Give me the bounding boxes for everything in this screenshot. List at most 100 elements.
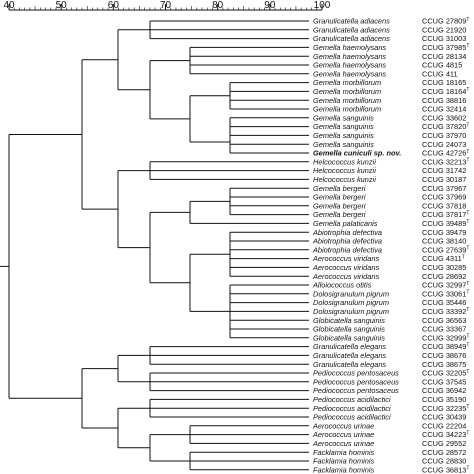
leaf-strain: CCUG 29552 <box>422 439 466 448</box>
leaf-strain: CCUG 32999T <box>422 333 469 342</box>
leaf-taxon: Dolosigranulum pigrum <box>313 298 389 307</box>
leaf-strain: CCUG 32997T <box>422 281 469 290</box>
leaf-taxon: Pediococcus pentosaceus <box>313 369 399 378</box>
leaf-strain: CCUG 32213T <box>422 157 469 166</box>
leaf-taxon: Gemella haemolysans <box>313 61 386 70</box>
leaf-strain: CCUG 35190 <box>422 395 466 404</box>
leaf-strain: CCUG 38675 <box>422 360 466 369</box>
scale-tick-label: 50 <box>56 0 68 11</box>
leaf-strain: CCUG 30285 <box>422 263 466 272</box>
leaf-taxon: Globicatella sanguinis <box>313 333 385 342</box>
leaf-strain: CCUG 38676 <box>422 351 466 360</box>
leaf-strain: CCUG 37967 <box>422 184 466 193</box>
leaf-taxon: Aerococcus urinae <box>312 439 374 448</box>
scale-tick-label: 100 <box>314 0 331 11</box>
leaf-taxon: Dolosigranulum pigrum <box>313 289 389 298</box>
tree-branches <box>0 20 309 471</box>
leaf-taxon: Granulicatella adiacens <box>313 34 390 43</box>
leaf-strain: CCUG 28572 <box>422 448 466 457</box>
leaf-taxon: Globicatella sanguinis <box>313 325 385 334</box>
leaf-strain: CCUG 28134 <box>422 52 466 61</box>
leaf-strain: CCUG 22204 <box>422 421 466 430</box>
leaf-strain: CCUG 35446 <box>422 298 466 307</box>
leaf-strain: CCUG 36942 <box>422 386 466 395</box>
leaf-strain: CCUG 31742 <box>422 166 466 175</box>
leaf-taxon: Abiotrophia defectiva <box>312 245 382 254</box>
leaf-strain: CCUG 31003 <box>422 34 466 43</box>
leaf-taxon: Dolosigranulum pigrum <box>313 307 389 316</box>
leaf-strain: CCUG 42726T <box>422 149 469 158</box>
leaf-taxon: Gemella morbillorum <box>313 105 381 114</box>
leaf-taxon: Pediococcus acidilactici <box>313 395 391 404</box>
leaf-strain: CCUG 28692 <box>422 272 466 281</box>
leaf-taxon: Pediococcus acidilactici <box>313 413 391 422</box>
leaf-taxon: Helcococcus kunzii <box>313 157 376 166</box>
leaf-strain: CCUG 36563 <box>422 316 466 325</box>
leaf-taxon: Granulicatella adiacens <box>313 25 390 34</box>
leaf-taxon: Gemella sanguinis <box>313 113 374 122</box>
leaf-taxon: Abiotrophia defectiva <box>312 228 382 237</box>
scale-tick-label: 80 <box>212 0 224 11</box>
leaf-strain: CCUG 37818 <box>422 201 466 210</box>
leaf-taxon: Gemella morbillorum <box>313 96 381 105</box>
leaf-strain: CCUG 39489T <box>422 219 469 228</box>
leaf-taxon: Gemella haemolysans <box>313 69 386 78</box>
leaf-taxon: Gemella bergeri <box>313 193 366 202</box>
leaf-taxon: Facklamia hominis <box>313 448 375 457</box>
leaf-strain: CCUG 37969 <box>422 193 466 202</box>
leaf-taxon: Gemella bergeri <box>313 184 366 193</box>
leaf-taxon: Facklamia hominis <box>313 465 375 474</box>
leaf-strain: CCUG 32205T <box>422 369 469 378</box>
leaf-taxon: Abiotrophia defectiva <box>312 237 382 246</box>
leaf-strain: CCUG 32414 <box>422 105 466 114</box>
leaf-taxon: Gemella haemolysans <box>313 43 386 52</box>
leaf-taxon: Gemella sanguinis <box>313 122 374 131</box>
leaf-strain: CCUG 18165 <box>422 78 466 87</box>
leaf-strain: CCUG 34223T <box>422 430 469 439</box>
leaf-taxon: Gemella sanguinis <box>313 140 374 149</box>
leaf-strain: CCUG 24073 <box>422 140 466 149</box>
leaf-strain: CCUG 39479 <box>422 228 466 237</box>
leaf-strain: CCUG 33392T <box>422 307 469 316</box>
scale-tick-label: 60 <box>108 0 120 11</box>
leaf-taxon: Gemella palaticanis <box>313 219 378 228</box>
leaf-taxon: Granulicatella adiacens <box>313 17 390 26</box>
scale-tick-label: 90 <box>264 0 276 11</box>
leaf-taxon: Alloiococcus otitis <box>312 281 372 290</box>
leaf-taxon: Granulicatella elegans <box>313 342 386 351</box>
leaf-strain: CCUG 37820T <box>422 122 469 131</box>
leaf-taxon: Gemella bergeri <box>313 201 366 210</box>
leaf-taxon: Helcococcus kunzii <box>313 166 376 175</box>
leaf-taxon: Helcococcus kunzii <box>313 175 376 184</box>
leaf-strain: CCUG 37545 <box>422 377 466 386</box>
leaf-taxon: Globicatella sanguinis <box>313 316 385 325</box>
scale-tick-label: 40 <box>3 0 15 11</box>
leaf-taxon: Aerococcus viridans <box>312 272 379 281</box>
leaf-strain: CCUG 21920 <box>422 25 466 34</box>
leaf-strain: CCUG 38140 <box>422 237 466 246</box>
leaf-taxon: Aerococcus urinae <box>312 430 374 439</box>
similarity-scale: 40 50 60 70 80 90 100 <box>3 0 330 11</box>
leaf-strain: CCUG 33061T <box>422 289 469 298</box>
leaf-strain: CCUG 37970 <box>422 131 466 140</box>
leaf-strain: CCUG 38816 <box>422 96 466 105</box>
leaf-taxon: Aerococcus urinae <box>312 421 374 430</box>
leaf-strain: CCUG 411 <box>422 69 458 78</box>
leaf-taxon: Pediococcus pentosaceus <box>313 377 399 386</box>
leaf-taxon: Gemella bergeri <box>313 210 366 219</box>
leaf-labels: Granulicatella adiacens CCUG 27809T Granul… <box>312 17 469 474</box>
leaf-strain: CCUG 33367 <box>422 325 466 334</box>
leaf-taxon: Gemella haemolysans <box>313 52 386 61</box>
leaf-taxon: Aerococcus viridans <box>312 254 379 263</box>
leaf-strain: CCUG 27639T <box>422 245 469 254</box>
leaf-strain: CCUG 36813T <box>422 465 469 474</box>
leaf-taxon: Pediococcus pentosaceus <box>313 386 399 395</box>
leaf-strain: CCUG 32235T <box>422 404 469 413</box>
scale-tick-label: 70 <box>160 0 172 11</box>
leaf-strain: CCUG 30439 <box>422 413 466 422</box>
leaf-strain: CCUG 4815 <box>422 61 462 70</box>
leaf-taxon: Pediococcus acidilactici <box>313 404 391 413</box>
leaf-strain: CCUG 30187 <box>422 175 466 184</box>
leaf-taxon: Gemella morbillorum <box>313 78 381 87</box>
